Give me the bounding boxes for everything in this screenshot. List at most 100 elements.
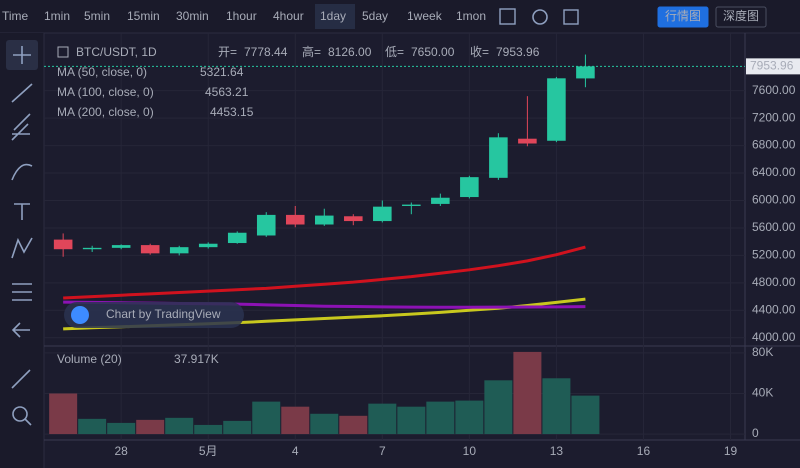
- view-button-bg[interactable]: [657, 6, 709, 28]
- time-label[interactable]: Time: [2, 9, 29, 23]
- grid: [44, 33, 745, 440]
- candle-body: [373, 206, 392, 222]
- volume-legend-name: Volume (20): [57, 352, 122, 366]
- candle-body: [460, 177, 479, 198]
- ohlc-prefix: 收=: [470, 45, 489, 59]
- candle-body: [111, 245, 131, 248]
- prediction-icon[interactable]: [12, 283, 32, 301]
- y-tick-label: 5600.00: [752, 220, 796, 234]
- legend-name: MA (100, close, 0): [57, 85, 154, 99]
- zoom-icon[interactable]: [12, 406, 28, 422]
- interval-button[interactable]: 1hour: [226, 9, 257, 23]
- brush-icon[interactable]: [11, 163, 33, 181]
- crosshair-icon[interactable]: [13, 46, 31, 64]
- volume-tick-label: 0: [752, 426, 759, 440]
- volume-bar: [455, 400, 484, 435]
- volume-bar: [397, 406, 426, 435]
- volume-bar: [165, 417, 194, 435]
- left-toolbar: [0, 33, 44, 468]
- y-tick-label: 7600.00: [752, 83, 796, 97]
- measure-icon[interactable]: [11, 369, 31, 389]
- last-price-label: 7953.96: [750, 59, 794, 73]
- volume-bar: [223, 420, 252, 435]
- zoom-handle[interactable]: [24, 418, 32, 426]
- ohlc-value: 7778.44: [244, 45, 288, 59]
- watermark: Chart by TradingView: [106, 307, 221, 321]
- volume-tick-label: 80K: [752, 345, 773, 359]
- ohlc-value: 7650.00: [411, 45, 455, 59]
- ohlc-prefix: 低=: [385, 45, 404, 59]
- legend-value: 5321.64: [200, 65, 244, 79]
- x-tick-label: 5月: [199, 444, 218, 458]
- interval-button[interactable]: 4hour: [273, 9, 304, 23]
- y-tick-label: 5200.00: [752, 248, 796, 262]
- watermark-bg: [64, 302, 244, 328]
- candle-body: [285, 214, 305, 225]
- candle-body: [518, 138, 537, 144]
- interval-button[interactable]: 1mon: [456, 9, 486, 23]
- y-tick-label: 6400.00: [752, 165, 796, 179]
- view-button[interactable]: 深度图: [723, 8, 759, 23]
- interval-button[interactable]: 5min: [84, 9, 110, 23]
- interval-button[interactable]: 1min: [44, 9, 70, 23]
- tool-icon[interactable]: [499, 8, 516, 25]
- view-button[interactable]: 行情图: [665, 9, 701, 23]
- volume-bar: [368, 403, 397, 435]
- legend-name: MA (200, close, 0): [57, 105, 154, 119]
- candle-body: [344, 216, 363, 222]
- y-tick-label: 6800.00: [752, 138, 796, 152]
- y-tick-label: 7200.00: [752, 110, 796, 124]
- hide-icon[interactable]: [11, 322, 30, 338]
- ohlc-value: 7953.96: [496, 45, 540, 59]
- candle-body: [227, 232, 247, 244]
- volume-bar: [310, 413, 339, 435]
- volume-legend-value: 37.917K: [174, 352, 219, 366]
- candle-body: [431, 197, 450, 204]
- fib-icon[interactable]: [11, 113, 31, 141]
- drawing-tools[interactable]: [6, 40, 38, 426]
- volume-bar: [426, 401, 455, 435]
- chart-title: BTC/USDT, 1D: [76, 45, 157, 59]
- ohlc-prefix: 开=: [218, 45, 237, 59]
- volume-tick-label: 40K: [752, 386, 773, 400]
- last-price-tag: [746, 58, 800, 75]
- y-tick-label: 6000.00: [752, 193, 796, 207]
- ohlc-value: 8126.00: [328, 45, 372, 59]
- candle-body: [402, 204, 421, 206]
- x-tick-label: 16: [637, 444, 651, 458]
- volume-bar: [484, 380, 513, 435]
- volume-bar: [339, 415, 368, 435]
- trend-line-icon[interactable]: [11, 83, 33, 103]
- moving-average-line: [63, 245, 586, 300]
- candle-body: [140, 245, 160, 254]
- volume-bar: [513, 351, 542, 435]
- settings-icon[interactable]: [532, 9, 548, 25]
- active-interval-bg[interactable]: [315, 4, 355, 29]
- x-tick-label: 7: [379, 444, 386, 458]
- volume-bar: [107, 422, 136, 435]
- x-tick-label: 28: [114, 444, 128, 458]
- view-button-bg[interactable]: [715, 6, 767, 28]
- watermark-icon: [71, 306, 89, 324]
- candle-body: [53, 239, 73, 250]
- pattern-icon[interactable]: [11, 237, 33, 259]
- volume-bar: [281, 406, 310, 435]
- candle-body: [489, 137, 508, 178]
- interval-button[interactable]: 15min: [127, 9, 160, 23]
- interval-button[interactable]: 30min: [176, 9, 209, 23]
- volume-bar: [542, 378, 571, 435]
- interval-button[interactable]: 1day: [320, 9, 346, 23]
- volume-bar: [194, 424, 223, 435]
- x-tick-label: 10: [463, 444, 477, 458]
- text-icon[interactable]: [14, 203, 30, 220]
- y-tick-label: 4800.00: [752, 275, 796, 289]
- legend-value: 4563.21: [205, 85, 249, 99]
- x-tick-label: 13: [550, 444, 564, 458]
- volume-bar: [252, 401, 281, 435]
- interval-button[interactable]: 5day: [362, 9, 388, 23]
- snapshot-icon[interactable]: [563, 9, 579, 25]
- interval-button[interactable]: 1week: [407, 9, 443, 23]
- marks: [44, 54, 800, 435]
